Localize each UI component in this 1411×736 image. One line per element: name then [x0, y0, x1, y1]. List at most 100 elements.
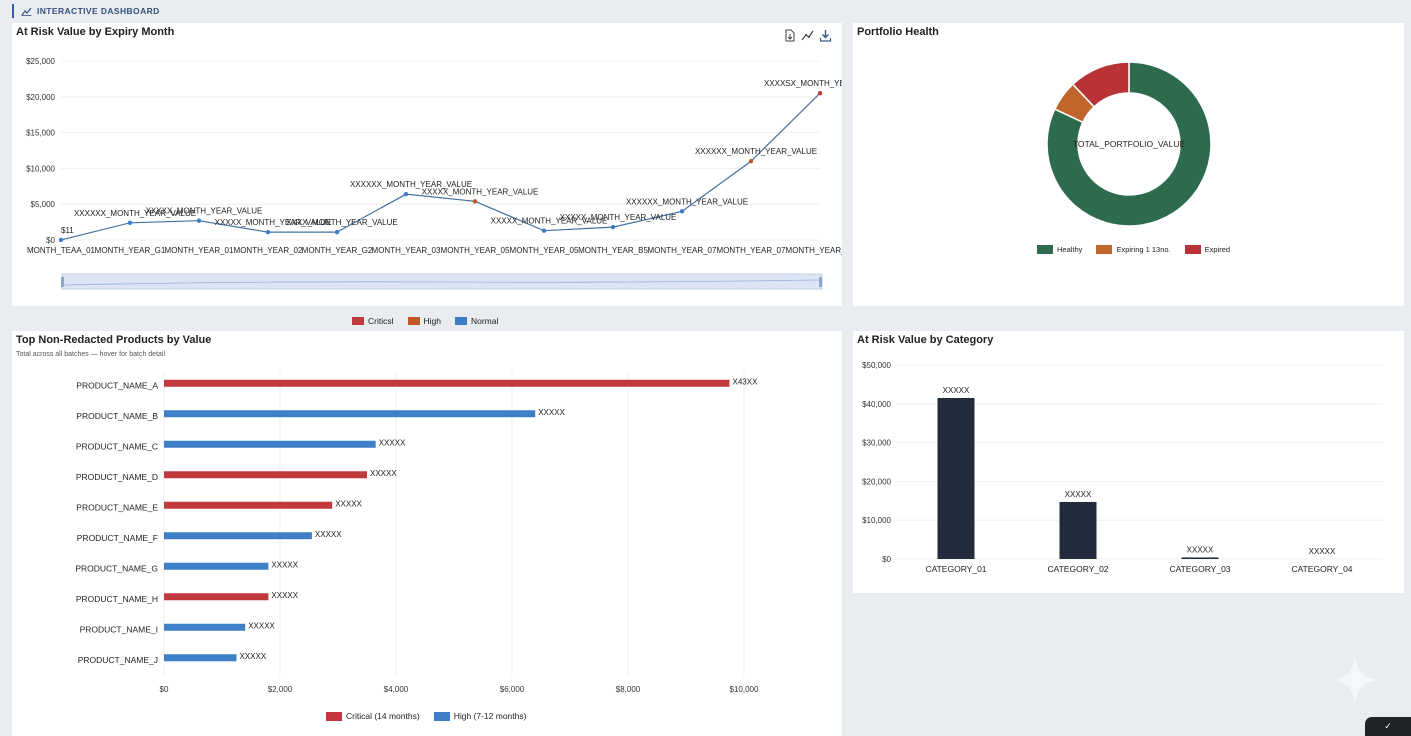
legend-label: Criticsl: [368, 316, 394, 326]
donut-chart-title: Portfolio Health: [857, 26, 939, 38]
line-chart-toolbar: [783, 29, 832, 42]
sparkle-icon: [1331, 656, 1379, 704]
range-slider-preview: [63, 279, 821, 286]
data-label: XXXXX_MONTH_YEAR_VALUE: [491, 217, 608, 226]
bar-value-label: XXXXX: [335, 499, 362, 508]
legend-label: High: [423, 316, 441, 326]
donut-slice: [1071, 61, 1130, 108]
legend-item[interactable]: Normal: [454, 316, 499, 326]
category-chart-panel: At Risk Value by Category $0 $10,000 $20,0…: [853, 331, 1404, 593]
x-tick-label: CATEGORY_02: [1047, 564, 1108, 574]
donut-center-label: TOTAL_PORTFOLIO_VALUE: [1073, 139, 1186, 149]
y-tick-label: PRODUCT_NAME_H: [76, 594, 158, 604]
bar-value-label: XXXXX: [943, 386, 970, 395]
data-point: [748, 159, 754, 164]
legend-item[interactable]: Criticsl: [352, 316, 394, 326]
bar: [164, 593, 269, 601]
data-label: XXXXX_MONTH_YEAR_VALUE: [560, 213, 677, 222]
legend-item[interactable]: High: [407, 316, 441, 326]
bar-value-label: XXXXX: [1187, 545, 1214, 554]
legend-label: High (7-12 months): [453, 711, 527, 721]
bar-value-label: XXXXX: [271, 560, 298, 569]
bar: [164, 471, 367, 479]
trend-icon[interactable]: [801, 29, 814, 42]
legend-item[interactable]: Expiring 1 13no.: [1096, 245, 1171, 254]
line-chart: $0$5,000$10,000$15,000$20,000$25,000$11X…: [26, 57, 842, 290]
x-tick-label: MONTH_YEAR_03: [372, 246, 441, 255]
hbar-chart-legend: Critical (14 months) High (7-12 months): [326, 711, 526, 721]
x-tick-label: $6,000: [500, 685, 525, 694]
legend-swatch: [1037, 245, 1053, 254]
x-tick-label: MONTH_YEAR_07: [717, 246, 786, 255]
data-label: XXXXXX_MONTH_YEAR_VALUE: [695, 147, 817, 156]
y-tick-label: PRODUCT_NAME_F: [77, 533, 158, 543]
y-tick-label: $5,000: [31, 200, 56, 209]
chevron-icon: ✓: [1384, 721, 1392, 731]
data-label: XXXXX_MONTH_YEAR_VALUE: [215, 218, 332, 227]
data-label: XXXXX_MONTH_YEAR_VALUE: [422, 187, 539, 196]
data-point: [196, 218, 202, 223]
category-chart: $0 $10,000 $20,000 $30,000 $40,000 $50,000 XXX…: [862, 361, 1383, 574]
legend-item[interactable]: Critical (14 months): [326, 711, 420, 721]
y-tick-label: $20,000: [862, 477, 891, 486]
y-tick-label: $0: [46, 236, 55, 245]
bar: [164, 379, 730, 387]
data-point: [679, 209, 685, 214]
bar: [1181, 557, 1219, 559]
x-tick-label: MONTH_TEAA_01: [27, 246, 96, 255]
legend-item[interactable]: Healthy: [1037, 245, 1082, 254]
corner-button[interactable]: ✓: [1365, 717, 1411, 736]
legend-swatch: [433, 711, 450, 721]
hbar-chart-subtitle: Total across all batches — hover for bat…: [16, 351, 166, 358]
legend-item[interactable]: High (7-12 months): [433, 711, 527, 721]
range-handle-right: [819, 277, 822, 287]
data-label: XXXXX_MONTH_YEAR_VALUE: [146, 207, 263, 216]
bar: [164, 562, 269, 570]
export-file-icon[interactable]: [783, 29, 796, 42]
x-tick-label: MONTH_YEAR_B5: [578, 246, 648, 255]
y-tick-label: PRODUCT_NAME_I: [80, 624, 158, 634]
download-icon[interactable]: [819, 29, 832, 42]
bar-value-label: XXXXX: [240, 652, 267, 661]
y-tick-label: PRODUCT_NAME_C: [76, 441, 158, 451]
legend-swatch: [326, 711, 342, 721]
x-tick-label: $10,000: [730, 685, 759, 694]
y-tick-label: $0: [882, 555, 891, 564]
x-tick-label: $2,000: [268, 685, 293, 694]
range-handle-left: [61, 277, 64, 287]
legend-label: Critical (14 months): [346, 711, 420, 721]
donut-chart-panel: Portfolio Health TOTAL_PORTFOLIO_VALUE H…: [853, 23, 1404, 306]
legend-label: Healthy: [1057, 245, 1083, 254]
x-tick-label: MONTH_YEAR_05: [441, 246, 510, 255]
y-tick-label: $50,000: [862, 361, 891, 370]
y-tick-label: $30,000: [862, 439, 891, 448]
bar-value-label: XXXXX: [271, 591, 298, 600]
data-point: [817, 91, 823, 96]
legend-item[interactable]: Expired: [1184, 245, 1230, 254]
y-tick-label: PRODUCT_NAME_B: [76, 411, 158, 421]
x-tick-label: MONTH_YEAR_07: [648, 246, 717, 255]
x-tick-label: MONTH_YEAR_G1: [95, 246, 166, 255]
legend-label: Normal: [470, 316, 499, 326]
legend-swatch: [454, 317, 467, 325]
bar-value-label: XXXXX: [538, 408, 565, 417]
bar: [164, 532, 312, 540]
legend-swatch: [407, 317, 420, 325]
data-point: [265, 229, 271, 235]
y-tick-label: $40,000: [862, 400, 891, 409]
line-chart-title: At Risk Value by Expiry Month: [16, 26, 175, 38]
line-chart-panel: At Risk Value by Expiry Month $0 $5,000 $1…: [12, 23, 842, 306]
data-label: XXXXXX_MONTH_YEAR_VALUE: [74, 209, 196, 218]
x-tick-label: $8,000: [616, 685, 641, 694]
donut-chart: TOTAL_PORTFOLIO_VALUE: [1046, 61, 1212, 227]
bar: [164, 654, 237, 662]
y-tick-label: PRODUCT_NAME_J: [78, 655, 158, 665]
bar-value-label: XXXXX: [315, 530, 342, 539]
x-tick-label: MONTH_YEAR_02: [234, 246, 303, 255]
dashboard-header: INTERACTIVE DASHBOARD: [12, 4, 160, 18]
data-point: [472, 199, 478, 204]
series-line: [60, 92, 821, 241]
x-tick-label: CATEGORY_01: [925, 564, 986, 574]
data-label: XXXXXX_MONTH_YEAR_VALUE: [626, 197, 748, 206]
bar: [1059, 501, 1097, 559]
